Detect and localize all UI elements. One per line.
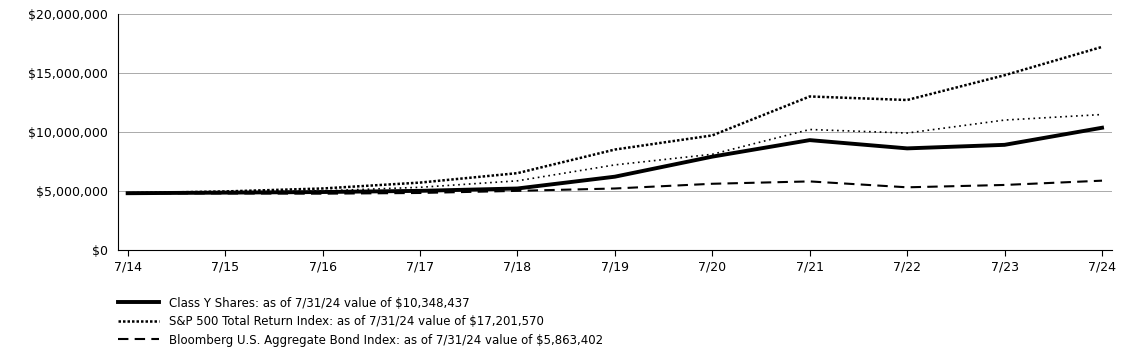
Legend: Class Y Shares: as of 7/31/24 value of $10,348,437, S&P 500 Total Return Index: : Class Y Shares: as of 7/31/24 value of $… [118,297,663,347]
